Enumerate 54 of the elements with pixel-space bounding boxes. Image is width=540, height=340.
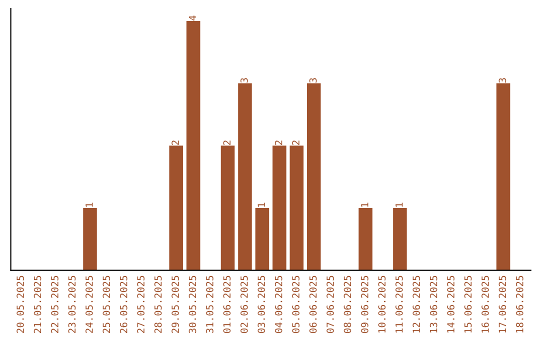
bar bbox=[290, 146, 304, 270]
x-tick-label: 22.05.2025 bbox=[51, 276, 58, 333]
x-tick-label: 15.06.2025 bbox=[464, 276, 472, 333]
x-tick-label: 01.06.2025 bbox=[223, 276, 231, 334]
data-label: 1 bbox=[86, 202, 93, 207]
bar bbox=[272, 146, 286, 270]
bar bbox=[306, 83, 321, 270]
x-tick-label: 23.05.2025 bbox=[68, 276, 76, 333]
bar bbox=[255, 208, 270, 270]
x-tick-label: 05.06.2025 bbox=[292, 276, 300, 334]
x-tick-label: 11.06.2025 bbox=[395, 276, 403, 333]
data-label: 4 bbox=[188, 16, 196, 20]
bar bbox=[83, 208, 97, 270]
bar bbox=[393, 208, 407, 270]
bar bbox=[358, 208, 372, 270]
data-label: 2 bbox=[223, 140, 230, 145]
bar bbox=[169, 146, 183, 270]
x-tick-label: 21.05.2025 bbox=[34, 276, 42, 333]
x-tick-label: 16.06.2025 bbox=[482, 276, 489, 333]
x-tick-label: 30.05.2025 bbox=[188, 276, 196, 334]
x-tick-label: 13.06.2025 bbox=[430, 276, 438, 333]
x-tick-label: 20.05.2025 bbox=[16, 276, 24, 333]
x-tick-label: 24.05.2025 bbox=[86, 276, 93, 333]
x-tick-label: 02.06.2025 bbox=[240, 276, 248, 334]
x-tick-label: 03.06.2025 bbox=[258, 276, 266, 334]
x-tick-label: 10.06.2025 bbox=[378, 276, 386, 333]
data-label: 3 bbox=[309, 78, 317, 83]
x-tick-label: 18.06.2025 bbox=[516, 276, 524, 333]
bar bbox=[186, 20, 200, 270]
x-tick-label: 07.06.2025 bbox=[326, 276, 334, 334]
data-label: 1 bbox=[396, 202, 403, 207]
data-label: 1 bbox=[361, 202, 368, 207]
x-tick-label: 14.06.2025 bbox=[447, 276, 454, 333]
x-tick-label: 04.06.2025 bbox=[274, 276, 282, 334]
x-tick-label: 28.05.2025 bbox=[154, 276, 162, 333]
x-tick-label: 08.06.2025 bbox=[344, 276, 352, 334]
data-label: 3 bbox=[240, 78, 248, 83]
x-tick-label: 17.06.2025 bbox=[498, 276, 506, 333]
x-tick-label: 06.06.2025 bbox=[309, 276, 317, 334]
data-label: 3 bbox=[498, 78, 506, 83]
x-tick-label: 27.05.2025 bbox=[137, 276, 145, 333]
bar bbox=[220, 146, 235, 270]
x-tick-label: 09.06.2025 bbox=[361, 276, 368, 334]
data-label: 1 bbox=[258, 202, 265, 207]
x-tick-label: 12.06.2025 bbox=[412, 276, 420, 333]
bar bbox=[496, 83, 510, 270]
x-tick-label: 26.05.2025 bbox=[120, 276, 128, 333]
data-label: 2 bbox=[172, 140, 179, 145]
x-tick-label: 25.05.2025 bbox=[102, 276, 110, 333]
data-label: 2 bbox=[292, 140, 300, 145]
x-tick-label: 29.05.2025 bbox=[172, 276, 179, 333]
data-label: 2 bbox=[274, 140, 282, 145]
x-tick-label: 31.05.2025 bbox=[206, 276, 214, 334]
bar bbox=[238, 83, 252, 270]
